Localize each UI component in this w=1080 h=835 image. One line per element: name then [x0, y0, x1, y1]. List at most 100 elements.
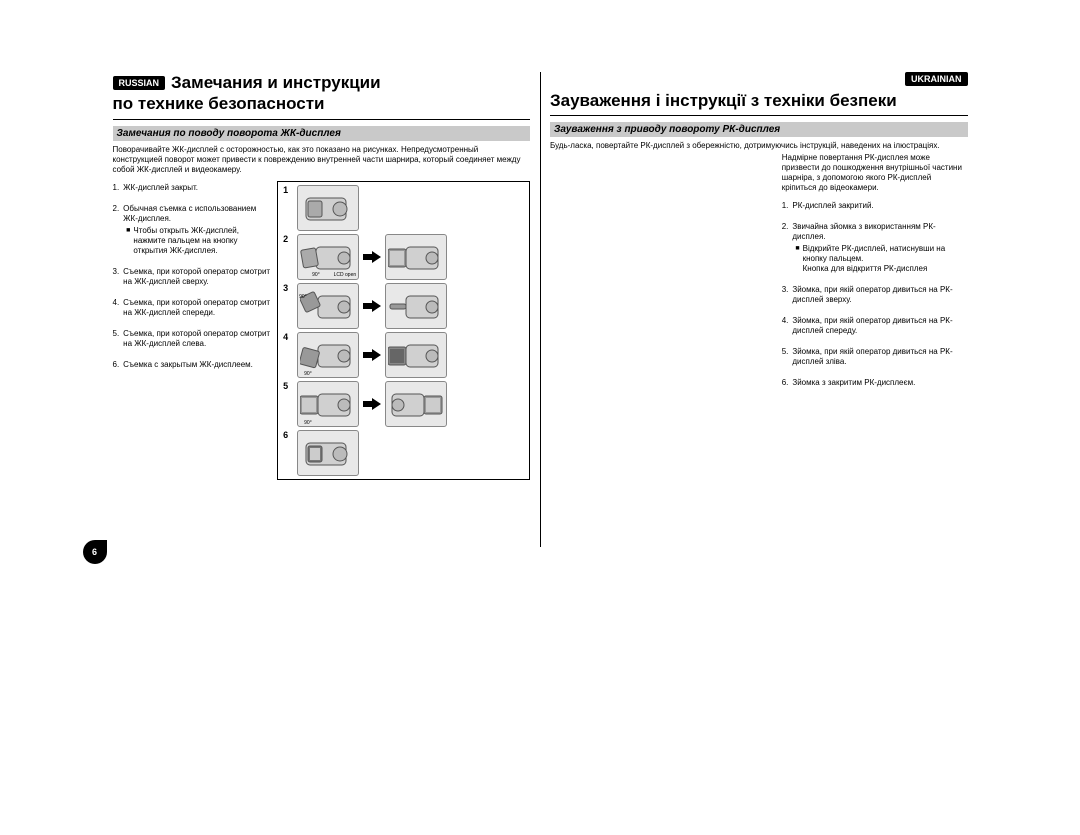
item-number: 1.: [782, 201, 789, 211]
list-item: 4. Съемка, при которой оператор смотрит …: [113, 298, 272, 318]
bullet-icon: ■: [795, 244, 799, 274]
camcorder-closed-icon: [297, 185, 359, 231]
arrow-right-icon: [363, 300, 381, 312]
content-wrap: 1. ЖК-дисплей закрыт. 2. Обычная съемка …: [113, 181, 531, 480]
diagram-row-number: 5: [283, 381, 293, 391]
list-item: 1. РК-дисплей закритий.: [782, 201, 966, 211]
item-text: РК-дисплей закритий.: [792, 201, 965, 211]
item-text: Зйомка, при якій оператор дивиться на РК…: [792, 316, 965, 336]
item-number: 1.: [113, 183, 120, 193]
list-item: 4. Зйомка, при якій оператор дивиться на…: [782, 316, 966, 336]
title-left-line2: по технике безопасности: [113, 93, 531, 114]
list-item: 5. Зйомка, при якій оператор дивиться на…: [782, 347, 966, 367]
item-text: Съемка, при которой оператор смотрит на …: [123, 267, 271, 287]
sublist: ■ Чтобы открыть ЖК-дисплей, нажмите паль…: [123, 226, 271, 256]
item-number: 4.: [113, 298, 120, 318]
item-text: Обычная съемка с использованием ЖК-диспл…: [123, 204, 271, 256]
camcorder-icon: 90°: [297, 332, 359, 378]
item-text: Съемка, при которой оператор смотрит на …: [123, 329, 271, 349]
title-rule-left: [113, 119, 531, 120]
camcorder-open-icon: [385, 234, 447, 280]
item-text: Зйомка, при якій оператор дивиться на РК…: [792, 285, 965, 305]
item-number: 2.: [782, 222, 789, 274]
diagram-row-number: 4: [283, 332, 293, 342]
diagram-row: 3 90°: [283, 283, 524, 329]
arrow-right-icon: [363, 398, 381, 410]
page-number-badge: 6: [83, 540, 107, 564]
list-item: 2. Обычная съемка с использованием ЖК-ди…: [113, 204, 272, 256]
list-item: 5. Съемка, при которой оператор смотрит …: [113, 329, 272, 349]
diagram-row: 2 LCD open 90°: [283, 234, 524, 280]
column-russian: RUSSIAN Замечания и инструкции по техник…: [113, 72, 541, 480]
intro-right-2: Надмірне повертання РК-дисплея може приз…: [782, 153, 966, 193]
item-number: 5.: [113, 329, 120, 349]
camcorder-icon: 90°: [297, 283, 359, 329]
diagram-row-number: 2: [283, 234, 293, 244]
item-text: Зйомка з закритим РК-дисплеєм.: [792, 378, 965, 388]
item-text: Звичайна зйомка з використанням РК-диспл…: [792, 222, 965, 274]
subitem-text: Відкрийте РК-дисплей, натиснувши на кноп…: [803, 244, 966, 274]
title-right: Зауваження і інструкції з техніки безпек…: [550, 90, 968, 111]
item-number: 6.: [782, 378, 789, 388]
angle-label: 90°: [299, 294, 307, 300]
item-text: Съемка, при которой оператор смотрит на …: [123, 298, 271, 318]
column-ukrainian: UKRAINIAN Зауваження і інструкції з техн…: [540, 72, 968, 480]
section-head-right: Зауваження з приводу повороту РК-дисплея: [550, 122, 968, 137]
item-number: 6.: [113, 360, 120, 370]
bullet-icon: ■: [126, 226, 130, 256]
camcorder-closed-flip-icon: [297, 430, 359, 476]
diagram-row: 5 90°: [283, 381, 524, 427]
section-head-left: Замечания по поводу поворота ЖК-дисплея: [113, 126, 531, 141]
diagram-row-number: 3: [283, 283, 293, 293]
item-main: Обычная съемка с использованием ЖК-диспл…: [123, 204, 256, 223]
two-column-layout: RUSSIAN Замечания и инструкции по техник…: [113, 72, 968, 480]
list-item: 6. Съемка с закрытым ЖК-дисплеем.: [113, 360, 272, 370]
camcorder-icon: 90°: [297, 381, 359, 427]
title-row-right: UKRAINIAN: [550, 72, 968, 86]
item-text: Съемка с закрытым ЖК-дисплеем.: [123, 360, 271, 370]
camcorder-icon: [385, 381, 447, 427]
angle-label: 90°: [312, 272, 320, 278]
list-item: 1. ЖК-дисплей закрыт.: [113, 183, 272, 193]
numbered-list-right: Надмірне повертання РК-дисплея може приз…: [782, 153, 966, 399]
subitem: ■ Чтобы открыть ЖК-дисплей, нажмите паль…: [126, 226, 271, 256]
sublist: ■ Відкрийте РК-дисплей, натиснувши на кн…: [792, 244, 965, 274]
item-text: Зйомка, при якій оператор дивиться на РК…: [792, 347, 965, 367]
intro-left: Поворачивайте ЖК-дисплей с осторожностью…: [113, 145, 531, 175]
camcorder-icon: [385, 283, 447, 329]
item-text: ЖК-дисплей закрыт.: [123, 183, 271, 193]
camcorder-icon: [385, 332, 447, 378]
item-number: 3.: [782, 285, 789, 305]
lcd-open-label: LCD open: [334, 272, 357, 278]
intro-right-1: Будь-ласка, повертайте РК-дисплей з обер…: [550, 141, 968, 151]
subitem-text: Чтобы открыть ЖК-дисплей, нажмите пальце…: [133, 226, 271, 256]
item-number: 5.: [782, 347, 789, 367]
camcorder-icon: LCD open 90°: [297, 234, 359, 280]
diagram-row-number: 6: [283, 430, 293, 440]
item-number: 2.: [113, 204, 120, 256]
title-row-left: RUSSIAN Замечания и инструкции: [113, 72, 531, 93]
diagram-row-number: 1: [283, 185, 293, 195]
diagram-row: 6: [283, 430, 524, 476]
diagram-row: 4 90°: [283, 332, 524, 378]
manual-page: 6 RUSSIAN Замечания и инструкции по техн…: [113, 72, 968, 480]
arrow-right-icon: [363, 251, 381, 263]
title-rule-right: [550, 115, 968, 116]
item-main: Звичайна зйомка з використанням РК-диспл…: [792, 222, 935, 241]
list-item: 3. Съемка, при которой оператор смотрит …: [113, 267, 272, 287]
item-number: 4.: [782, 316, 789, 336]
item-number: 3.: [113, 267, 120, 287]
lang-badge-russian: RUSSIAN: [113, 76, 166, 90]
diagram-panel: 1 2 LCD open 90°: [277, 181, 530, 480]
angle-label: 90°: [304, 371, 312, 377]
arrow-right-icon: [363, 349, 381, 361]
list-item: 2. Звичайна зйомка з використанням РК-ди…: [782, 222, 966, 274]
angle-label: 90°: [304, 420, 312, 426]
diagram-row: 1: [283, 185, 524, 231]
lang-badge-ukrainian: UKRAINIAN: [905, 72, 968, 86]
title-left-line1: Замечания и инструкции: [171, 72, 381, 93]
list-item: 3. Зйомка, при якій оператор дивиться на…: [782, 285, 966, 305]
subitem: ■ Відкрийте РК-дисплей, натиснувши на кн…: [795, 244, 965, 274]
list-item: 6. Зйомка з закритим РК-дисплеєм.: [782, 378, 966, 388]
numbered-list-left: 1. ЖК-дисплей закрыт. 2. Обычная съемка …: [113, 181, 272, 480]
